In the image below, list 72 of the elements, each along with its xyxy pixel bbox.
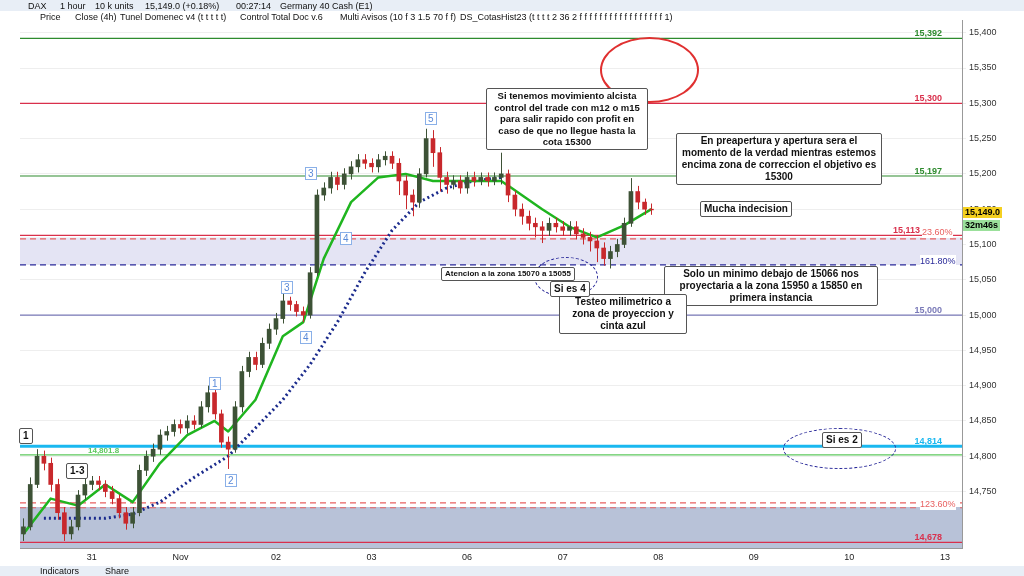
y-tick-label: 15,100 bbox=[969, 238, 997, 249]
annotation: Tunel Domenec v4 (t t t t t) bbox=[120, 11, 227, 23]
y-tick-label: 15,050 bbox=[969, 274, 997, 285]
x-tick-label: 13 bbox=[939, 551, 950, 562]
y-tick-label: 14,850 bbox=[969, 415, 997, 426]
x-tick-label: 31 bbox=[86, 551, 97, 562]
y-tick-label: 14,750 bbox=[969, 486, 997, 497]
annotation: Si tenemos movimiento alcista control del trade con m12 o m15 para salir rapido con profit en caso de que no llegue hasta la cota 15300 bbox=[486, 88, 648, 150]
candlestick bbox=[560, 220, 565, 237]
ref-line-label: 15,392 bbox=[914, 28, 942, 39]
candlestick bbox=[567, 220, 572, 237]
annotation: Control Total Doc v.6 bbox=[240, 11, 323, 23]
ref-line-label: 15,000 bbox=[914, 305, 942, 316]
annotation: 2 bbox=[225, 474, 237, 487]
text: 15,149.0 (+0.18%) bbox=[145, 0, 220, 12]
text: DAX bbox=[28, 0, 47, 12]
x-tick-label: 02 bbox=[270, 551, 281, 562]
y-tick-label: 14,800 bbox=[969, 450, 997, 461]
x-tick-label: 10 bbox=[844, 551, 855, 562]
y-tick-label: 14,900 bbox=[969, 380, 997, 391]
x-tick-label: 09 bbox=[748, 551, 759, 562]
y-tick-label: 15,000 bbox=[969, 309, 997, 320]
y-tick-label: 15,400 bbox=[969, 27, 997, 38]
text: 32m46s bbox=[963, 220, 1001, 231]
ref-line-label: 14,801.8 bbox=[88, 445, 120, 455]
y-tick-label: 15,350 bbox=[969, 62, 997, 73]
ref-line-label: 15,113 bbox=[892, 225, 920, 236]
annotation: DS_CotasHist23 (t t t t 2 36 2 f f f f f f f f f f f f f f f f f 1) bbox=[460, 11, 673, 23]
candlestick bbox=[130, 506, 135, 529]
text: 1 hour bbox=[60, 0, 86, 12]
y-tick-label: 15,300 bbox=[969, 97, 997, 108]
text: 15,149.0 bbox=[963, 207, 1003, 218]
text: Share bbox=[105, 565, 130, 576]
annotation: 1 bbox=[19, 428, 33, 444]
y-tick-label: 15,250 bbox=[969, 133, 997, 144]
annotation: 4 bbox=[300, 331, 312, 344]
ref-line-label: 15,197 bbox=[914, 166, 942, 176]
candlestick bbox=[362, 153, 368, 170]
x-tick-label: 08 bbox=[653, 551, 664, 562]
annotation: En preapertura y apertura sera el momento de la verdad mientras estemos encima zona de correccion el objetivo es 15300 bbox=[676, 133, 882, 185]
annotation: 123.60% bbox=[920, 498, 956, 510]
text: 00:27:14 bbox=[236, 0, 272, 12]
annotation: 1 bbox=[209, 377, 221, 390]
annotation: 3 bbox=[281, 281, 293, 294]
annotation: Testeo milimetrico a zona de proyeccion y cinta azul bbox=[559, 294, 687, 334]
annotation: 1-3 bbox=[66, 463, 89, 479]
annotation: 4 bbox=[340, 232, 352, 245]
annotation: Close (4h) bbox=[75, 11, 117, 23]
annotation: 161.80% bbox=[920, 255, 956, 267]
ref-line-label: 15,300 bbox=[914, 93, 942, 104]
x-tick-label: 07 bbox=[557, 551, 568, 562]
annotation: Price bbox=[40, 11, 61, 23]
annotation: Si es 2 bbox=[822, 432, 862, 448]
annotation: 23.60% bbox=[922, 226, 953, 238]
x-tick-label: Nov bbox=[172, 551, 189, 562]
ref-line-label: 14,678 bbox=[914, 532, 942, 543]
annotation: Multi Avisos (10 f 3 1.5 70 f f) bbox=[340, 11, 456, 23]
annotation: Mucha indecision bbox=[700, 201, 792, 217]
candlestick bbox=[539, 220, 545, 244]
text: Indicators bbox=[40, 565, 80, 576]
annotation: Si es 4 bbox=[550, 281, 590, 297]
annotation: Atencion a la zona 15070 a 15055 bbox=[441, 267, 575, 281]
annotation: 5 bbox=[425, 112, 437, 125]
text: 10 k units bbox=[95, 0, 134, 12]
annotation: 3 bbox=[305, 167, 317, 180]
x-tick-label: 03 bbox=[366, 551, 377, 562]
candlestick bbox=[123, 506, 129, 531]
x-tick-label: 06 bbox=[462, 551, 473, 562]
y-tick-label: 15,200 bbox=[969, 168, 997, 179]
text: Germany 40 Cash (E1) bbox=[280, 0, 373, 12]
ref-line-label: 14,814 bbox=[914, 436, 942, 447]
y-tick-label: 14,950 bbox=[969, 344, 997, 355]
